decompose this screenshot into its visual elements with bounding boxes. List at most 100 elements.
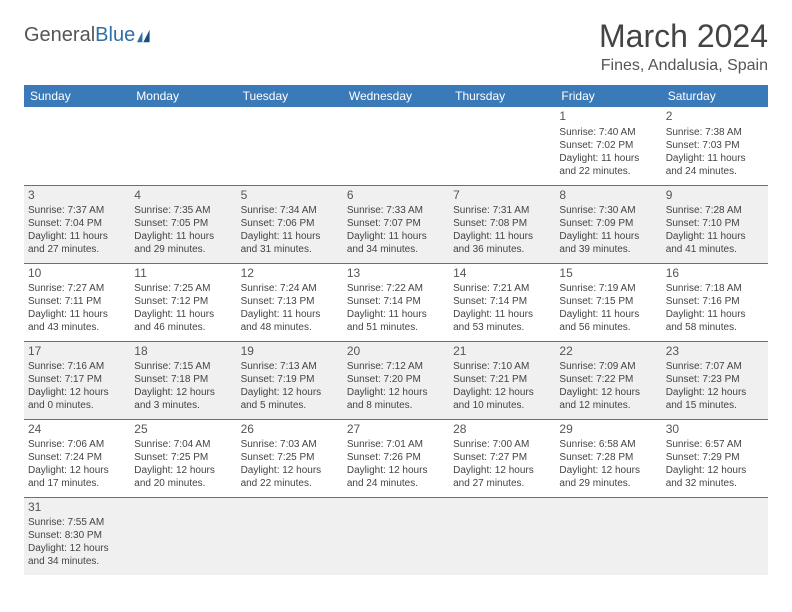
sunset-text: Sunset: 7:23 PM: [666, 373, 764, 386]
day-number: 10: [28, 266, 126, 282]
daylight-text: Daylight: 12 hours and 27 minutes.: [453, 464, 551, 490]
calendar-cell: [555, 497, 661, 575]
daylight-text: Daylight: 12 hours and 15 minutes.: [666, 386, 764, 412]
daylight-text: Daylight: 12 hours and 12 minutes.: [559, 386, 657, 412]
sunrise-text: Sunrise: 7:27 AM: [28, 282, 126, 295]
sunset-text: Sunset: 8:30 PM: [28, 529, 126, 542]
logo: GeneralBlue: [24, 18, 155, 47]
sunrise-text: Sunrise: 7:40 AM: [559, 126, 657, 139]
calendar-cell: [449, 497, 555, 575]
calendar-cell: [130, 497, 236, 575]
day-number: 4: [134, 188, 232, 204]
sunrise-text: Sunrise: 7:04 AM: [134, 438, 232, 451]
daylight-text: Daylight: 12 hours and 29 minutes.: [559, 464, 657, 490]
month-title: March 2024: [599, 18, 768, 55]
sunset-text: Sunset: 7:10 PM: [666, 217, 764, 230]
day-number: 15: [559, 266, 657, 282]
day-number: 12: [241, 266, 339, 282]
day-number: 14: [453, 266, 551, 282]
day-number: 23: [666, 344, 764, 360]
daylight-text: Daylight: 12 hours and 22 minutes.: [241, 464, 339, 490]
calendar-cell: [343, 107, 449, 185]
calendar-cell: 22Sunrise: 7:09 AMSunset: 7:22 PMDayligh…: [555, 341, 661, 419]
sunset-text: Sunset: 7:14 PM: [347, 295, 445, 308]
sunrise-text: Sunrise: 7:35 AM: [134, 204, 232, 217]
calendar-cell: 5Sunrise: 7:34 AMSunset: 7:06 PMDaylight…: [237, 185, 343, 263]
daylight-text: Daylight: 12 hours and 34 minutes.: [28, 542, 126, 568]
sunrise-text: Sunrise: 7:38 AM: [666, 126, 764, 139]
daylight-text: Daylight: 12 hours and 0 minutes.: [28, 386, 126, 412]
sunset-text: Sunset: 7:08 PM: [453, 217, 551, 230]
header: GeneralBlue March 2024 Fines, Andalusia,…: [24, 18, 768, 75]
sunrise-text: Sunrise: 7:18 AM: [666, 282, 764, 295]
day-number: 19: [241, 344, 339, 360]
calendar-cell: [237, 497, 343, 575]
daylight-text: Daylight: 11 hours and 39 minutes.: [559, 230, 657, 256]
calendar-cell: 19Sunrise: 7:13 AMSunset: 7:19 PMDayligh…: [237, 341, 343, 419]
sunrise-text: Sunrise: 7:19 AM: [559, 282, 657, 295]
sunset-text: Sunset: 7:16 PM: [666, 295, 764, 308]
day-header: Saturday: [662, 85, 768, 107]
sunset-text: Sunset: 7:24 PM: [28, 451, 126, 464]
daylight-text: Daylight: 11 hours and 41 minutes.: [666, 230, 764, 256]
calendar-body: 1Sunrise: 7:40 AMSunset: 7:02 PMDaylight…: [24, 107, 768, 575]
daylight-text: Daylight: 11 hours and 43 minutes.: [28, 308, 126, 334]
day-number: 20: [347, 344, 445, 360]
logo-text-2: Blue: [95, 24, 135, 47]
calendar-cell: 27Sunrise: 7:01 AMSunset: 7:26 PMDayligh…: [343, 419, 449, 497]
daylight-text: Daylight: 12 hours and 8 minutes.: [347, 386, 445, 412]
daylight-text: Daylight: 11 hours and 46 minutes.: [134, 308, 232, 334]
day-number: 28: [453, 422, 551, 438]
calendar-row: 10Sunrise: 7:27 AMSunset: 7:11 PMDayligh…: [24, 263, 768, 341]
calendar-cell: [343, 497, 449, 575]
calendar-cell: [24, 107, 130, 185]
sunset-text: Sunset: 7:19 PM: [241, 373, 339, 386]
day-number: 7: [453, 188, 551, 204]
calendar-cell: 8Sunrise: 7:30 AMSunset: 7:09 PMDaylight…: [555, 185, 661, 263]
sunrise-text: Sunrise: 7:31 AM: [453, 204, 551, 217]
calendar-cell: 26Sunrise: 7:03 AMSunset: 7:25 PMDayligh…: [237, 419, 343, 497]
day-number: 25: [134, 422, 232, 438]
sunset-text: Sunset: 7:25 PM: [241, 451, 339, 464]
sunrise-text: Sunrise: 7:37 AM: [28, 204, 126, 217]
daylight-text: Daylight: 11 hours and 48 minutes.: [241, 308, 339, 334]
calendar-cell: 3Sunrise: 7:37 AMSunset: 7:04 PMDaylight…: [24, 185, 130, 263]
sunrise-text: Sunrise: 7:34 AM: [241, 204, 339, 217]
day-number: 24: [28, 422, 126, 438]
calendar: Sunday Monday Tuesday Wednesday Thursday…: [24, 85, 768, 575]
calendar-cell: 14Sunrise: 7:21 AMSunset: 7:14 PMDayligh…: [449, 263, 555, 341]
day-number: 18: [134, 344, 232, 360]
calendar-row: 17Sunrise: 7:16 AMSunset: 7:17 PMDayligh…: [24, 341, 768, 419]
logo-text-1: General: [24, 24, 95, 47]
daylight-text: Daylight: 11 hours and 56 minutes.: [559, 308, 657, 334]
sunrise-text: Sunrise: 7:06 AM: [28, 438, 126, 451]
calendar-cell: [130, 107, 236, 185]
day-number: 21: [453, 344, 551, 360]
calendar-cell: 23Sunrise: 7:07 AMSunset: 7:23 PMDayligh…: [662, 341, 768, 419]
daylight-text: Daylight: 11 hours and 58 minutes.: [666, 308, 764, 334]
calendar-cell: 12Sunrise: 7:24 AMSunset: 7:13 PMDayligh…: [237, 263, 343, 341]
daylight-text: Daylight: 11 hours and 34 minutes.: [347, 230, 445, 256]
calendar-cell: 1Sunrise: 7:40 AMSunset: 7:02 PMDaylight…: [555, 107, 661, 185]
sunset-text: Sunset: 7:25 PM: [134, 451, 232, 464]
day-number: 31: [28, 500, 126, 516]
calendar-row: 1Sunrise: 7:40 AMSunset: 7:02 PMDaylight…: [24, 107, 768, 185]
calendar-cell: 6Sunrise: 7:33 AMSunset: 7:07 PMDaylight…: [343, 185, 449, 263]
calendar-cell: 7Sunrise: 7:31 AMSunset: 7:08 PMDaylight…: [449, 185, 555, 263]
sunset-text: Sunset: 7:22 PM: [559, 373, 657, 386]
daylight-text: Daylight: 11 hours and 22 minutes.: [559, 152, 657, 178]
sunset-text: Sunset: 7:07 PM: [347, 217, 445, 230]
calendar-row: 31Sunrise: 7:55 AMSunset: 8:30 PMDayligh…: [24, 497, 768, 575]
calendar-cell: 4Sunrise: 7:35 AMSunset: 7:05 PMDaylight…: [130, 185, 236, 263]
sunset-text: Sunset: 7:11 PM: [28, 295, 126, 308]
sunset-text: Sunset: 7:20 PM: [347, 373, 445, 386]
day-number: 22: [559, 344, 657, 360]
sunrise-text: Sunrise: 7:28 AM: [666, 204, 764, 217]
calendar-cell: 17Sunrise: 7:16 AMSunset: 7:17 PMDayligh…: [24, 341, 130, 419]
calendar-cell: 25Sunrise: 7:04 AMSunset: 7:25 PMDayligh…: [130, 419, 236, 497]
day-number: 5: [241, 188, 339, 204]
calendar-cell: [237, 107, 343, 185]
daylight-text: Daylight: 11 hours and 51 minutes.: [347, 308, 445, 334]
sunset-text: Sunset: 7:26 PM: [347, 451, 445, 464]
sunrise-text: Sunrise: 7:07 AM: [666, 360, 764, 373]
